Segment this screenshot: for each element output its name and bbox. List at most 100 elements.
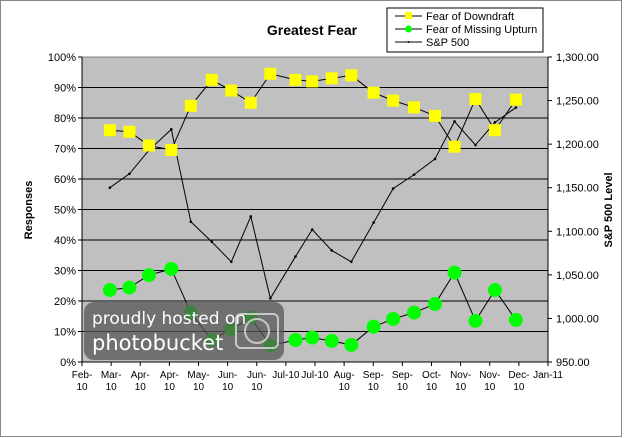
data-point-circle bbox=[366, 319, 381, 334]
x-tick-label: Jul-10 bbox=[272, 370, 300, 381]
data-point-dot bbox=[269, 297, 272, 300]
data-point-circle bbox=[122, 280, 137, 295]
data-point-dot bbox=[108, 186, 112, 190]
data-point-circle bbox=[164, 261, 179, 276]
data-point-dot bbox=[391, 187, 395, 190]
data-point-square bbox=[387, 94, 400, 107]
y-tick-label: 30% bbox=[54, 266, 76, 278]
x-tick-label: Mar- bbox=[101, 370, 122, 381]
data-point-circle bbox=[508, 312, 523, 327]
x-tick-label: 10 bbox=[455, 382, 467, 393]
data-point-square bbox=[184, 99, 197, 112]
data-point-square bbox=[264, 67, 277, 80]
data-point-dot bbox=[349, 260, 353, 264]
y-tick-label: 90% bbox=[54, 83, 76, 95]
x-tick-label: Jun- bbox=[218, 370, 237, 381]
x-tick-label: 10 bbox=[106, 382, 118, 393]
data-point-circle bbox=[102, 283, 117, 298]
data-point-dot bbox=[210, 240, 214, 244]
x-tick-label: Sep- bbox=[363, 370, 384, 381]
x-tick-label: 10 bbox=[164, 382, 176, 393]
x-tick-label: 10 bbox=[339, 382, 351, 393]
data-point-circle bbox=[487, 283, 502, 298]
x-tick-label: 10 bbox=[368, 382, 380, 393]
y2-tick-label: 1,100.00 bbox=[556, 226, 599, 238]
y2-tick-label: 1,150.00 bbox=[556, 183, 599, 195]
data-point-circle bbox=[386, 311, 401, 326]
data-point-square bbox=[469, 93, 482, 106]
data-point-circle bbox=[407, 305, 422, 320]
legend-marker-dot bbox=[407, 41, 410, 43]
data-point-square bbox=[103, 124, 116, 137]
data-point-square bbox=[408, 101, 421, 114]
data-point-square bbox=[205, 73, 218, 86]
y-tick-label: 50% bbox=[54, 205, 76, 217]
data-point-square bbox=[225, 84, 238, 97]
camera-icon bbox=[235, 313, 279, 349]
y2-tick-label: 1,250.00 bbox=[556, 96, 599, 108]
x-tick-label: Apr- bbox=[160, 370, 179, 381]
data-point-square bbox=[123, 125, 136, 138]
data-point-circle bbox=[468, 313, 483, 328]
data-point-square bbox=[345, 69, 358, 82]
legend-label: Fear of Downdraft bbox=[426, 11, 514, 23]
camera-lens-icon bbox=[244, 318, 270, 344]
data-point-square bbox=[448, 140, 461, 153]
y-tick-label: 100% bbox=[48, 52, 76, 64]
data-point-circle bbox=[447, 265, 462, 280]
x-tick-label: Apr- bbox=[131, 370, 150, 381]
y2-tick-label: 950.00 bbox=[556, 357, 590, 369]
y2-tick-label: 1,200.00 bbox=[556, 139, 599, 151]
data-point-dot bbox=[412, 173, 416, 176]
legend-marker-square bbox=[405, 12, 412, 19]
x-tick-label: Jun- bbox=[247, 370, 266, 381]
data-point-square bbox=[142, 139, 155, 152]
data-point-dot bbox=[229, 260, 233, 264]
data-point-dot bbox=[474, 143, 477, 147]
data-point-circle bbox=[288, 333, 303, 348]
legend-label: S&P 500 bbox=[426, 37, 469, 49]
y2-tick-label: 1,300.00 bbox=[556, 52, 599, 64]
data-point-circle bbox=[427, 297, 442, 312]
data-point-square bbox=[428, 109, 441, 122]
y-tick-label: 10% bbox=[54, 327, 76, 339]
y-tick-label: 40% bbox=[54, 235, 76, 247]
x-tick-label: May- bbox=[187, 370, 209, 381]
chart-title: Greatest Fear bbox=[267, 22, 358, 38]
legend-label: Fear of Missing Upturn bbox=[426, 24, 537, 36]
data-point-dot bbox=[189, 220, 193, 223]
y-tick-label: 70% bbox=[54, 144, 76, 156]
data-point-square bbox=[367, 86, 380, 99]
y-axis-label: Responses bbox=[23, 181, 35, 240]
x-tick-label: Feb- bbox=[72, 370, 93, 381]
y-tick-label: 20% bbox=[54, 296, 76, 308]
x-tick-label: 10 bbox=[193, 382, 205, 393]
y2-axis-label: S&P 500 Level bbox=[603, 172, 615, 247]
data-point-square bbox=[509, 93, 522, 106]
photobucket-watermark: proudly hosted on photobucket bbox=[84, 302, 284, 360]
data-point-dot bbox=[249, 215, 253, 218]
x-tick-label: 10 bbox=[513, 382, 525, 393]
data-point-square bbox=[289, 73, 302, 86]
x-tick-label: 10 bbox=[76, 382, 88, 393]
x-tick-label: Dec- bbox=[508, 370, 529, 381]
x-tick-label: 10 bbox=[484, 382, 496, 393]
x-tick-label: Nov- bbox=[450, 370, 471, 381]
data-point-circle bbox=[305, 330, 320, 345]
data-point-dot bbox=[453, 120, 456, 123]
data-point-dot bbox=[330, 249, 334, 252]
data-point-dot bbox=[294, 255, 297, 258]
data-point-dot bbox=[372, 221, 375, 224]
x-tick-label: 10 bbox=[251, 382, 263, 393]
legend-marker-circle bbox=[405, 25, 412, 33]
x-tick-label: 10 bbox=[426, 382, 438, 393]
data-point-square bbox=[165, 144, 178, 157]
data-point-square bbox=[244, 96, 257, 109]
data-point-square bbox=[325, 72, 338, 85]
y2-tick-label: 1,050.00 bbox=[556, 270, 599, 282]
y-tick-label: 0% bbox=[60, 357, 76, 369]
watermark-line1: proudly hosted on bbox=[92, 309, 246, 329]
x-tick-label: 10 bbox=[222, 382, 234, 393]
